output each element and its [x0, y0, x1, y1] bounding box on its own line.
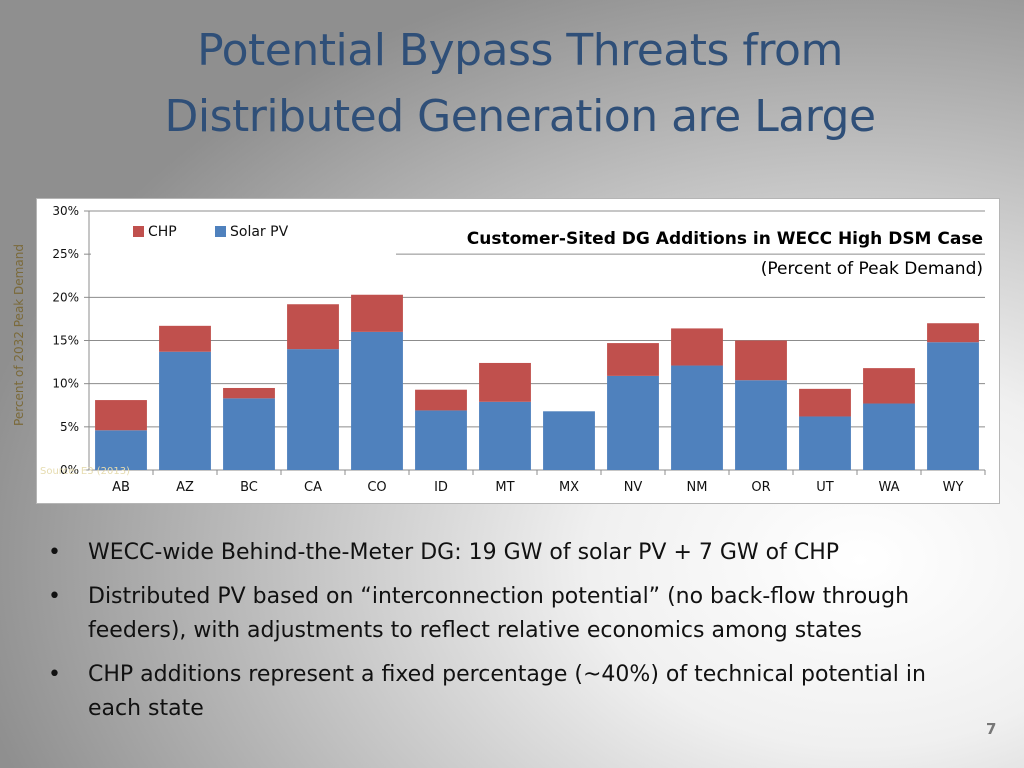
legend-swatch-chp — [133, 226, 144, 237]
bar-solar-pv-wy — [927, 342, 979, 470]
bar-solar-pv-mx — [543, 411, 595, 470]
stacked-bar-chart: 0% 5% 10% 15% 20% 25% 30% AB AZ BC CA CO ID MT MX NV NM O… — [52, 204, 986, 495]
x-tick-label: CA — [304, 480, 322, 495]
slide-title: Potential Bypass Threats from Distribute… — [60, 18, 980, 150]
slide-title-line-1: Potential Bypass Threats from — [197, 25, 843, 76]
legend-label-chp: CHP — [148, 224, 177, 240]
bar-solar-pv-nv — [607, 375, 659, 470]
x-tick-label: NV — [624, 480, 643, 495]
x-tick-label: BC — [240, 480, 258, 495]
bar-solar-pv-nm — [671, 365, 723, 470]
page-number: 7 — [986, 720, 997, 738]
y-axis-title: Percent of 2032 Peak Demand — [12, 244, 26, 426]
y-tick-label: 10% — [52, 377, 79, 391]
bar-solar-pv-id — [415, 410, 467, 470]
bar-chp-wa — [863, 368, 915, 404]
y-tick-label: 5% — [60, 420, 79, 434]
bar-chp-co — [351, 294, 403, 332]
x-tick-label: AZ — [176, 480, 194, 495]
bar-chp-id — [415, 389, 467, 411]
x-tick-label: AB — [112, 480, 130, 495]
bar-solar-pv-ut — [799, 416, 851, 470]
bar-solar-pv-mt — [479, 401, 531, 470]
bullet-item: WECC-wide Behind-the-Meter DG: 19 GW of … — [46, 536, 976, 570]
chart-frame: 0% 5% 10% 15% 20% 25% 30% AB AZ BC CA CO ID MT MX NV NM O… — [36, 198, 1000, 504]
bar-chp-ca — [287, 304, 339, 350]
y-tick-label: 0% — [60, 463, 79, 477]
bar-solar-pv-co — [351, 331, 403, 470]
bar-solar-pv-bc — [223, 398, 275, 470]
y-tick-label: 20% — [52, 290, 79, 304]
legend-swatch-solar-pv — [215, 226, 226, 237]
x-tick-label: UT — [816, 480, 834, 495]
bullet-item: Distributed PV based on “interconnection… — [46, 580, 976, 648]
bullet-item: CHP additions represent a fixed percenta… — [46, 658, 976, 726]
bar-solar-pv-wa — [863, 403, 915, 470]
bar-solar-pv-az — [159, 351, 211, 470]
y-tick-label: 15% — [52, 334, 79, 348]
slide-title-line-2: Distributed Generation are Large — [164, 91, 876, 142]
source-note: Source: E3 (2013) — [40, 466, 131, 477]
x-tick-label: OR — [751, 480, 770, 495]
bar-chp-or — [735, 340, 787, 381]
x-tick-label: WY — [943, 480, 964, 495]
x-tick-label: MT — [495, 480, 514, 495]
bar-chp-nm — [671, 328, 723, 366]
bar-chp-bc — [223, 387, 275, 399]
y-tick-label: 30% — [52, 204, 79, 218]
bar-solar-pv-or — [735, 380, 787, 470]
bullet-list: WECC-wide Behind-the-Meter DG: 19 GW of … — [46, 536, 976, 736]
bar-chp-az — [159, 325, 211, 352]
x-tick-label: MX — [559, 480, 579, 495]
bar-solar-pv-ca — [287, 349, 339, 470]
y-tick-label: 25% — [52, 247, 79, 261]
x-tick-label: CO — [367, 480, 386, 495]
chart-title: Customer-Sited DG Additions in WECC High… — [467, 229, 983, 249]
chart-subtitle: (Percent of Peak Demand) — [761, 259, 983, 279]
x-tick-label: ID — [434, 480, 448, 495]
bar-chp-ab — [95, 400, 147, 431]
bar-chp-nv — [607, 343, 659, 376]
x-tick-label: WA — [878, 480, 899, 495]
bar-chp-ut — [799, 388, 851, 417]
bar-chp-wy — [927, 323, 979, 343]
bar-solar-pv-ab — [95, 430, 147, 470]
bar-chp-mt — [479, 362, 531, 402]
x-tick-label: NM — [687, 480, 708, 495]
legend-label-solar-pv: Solar PV — [230, 224, 289, 240]
